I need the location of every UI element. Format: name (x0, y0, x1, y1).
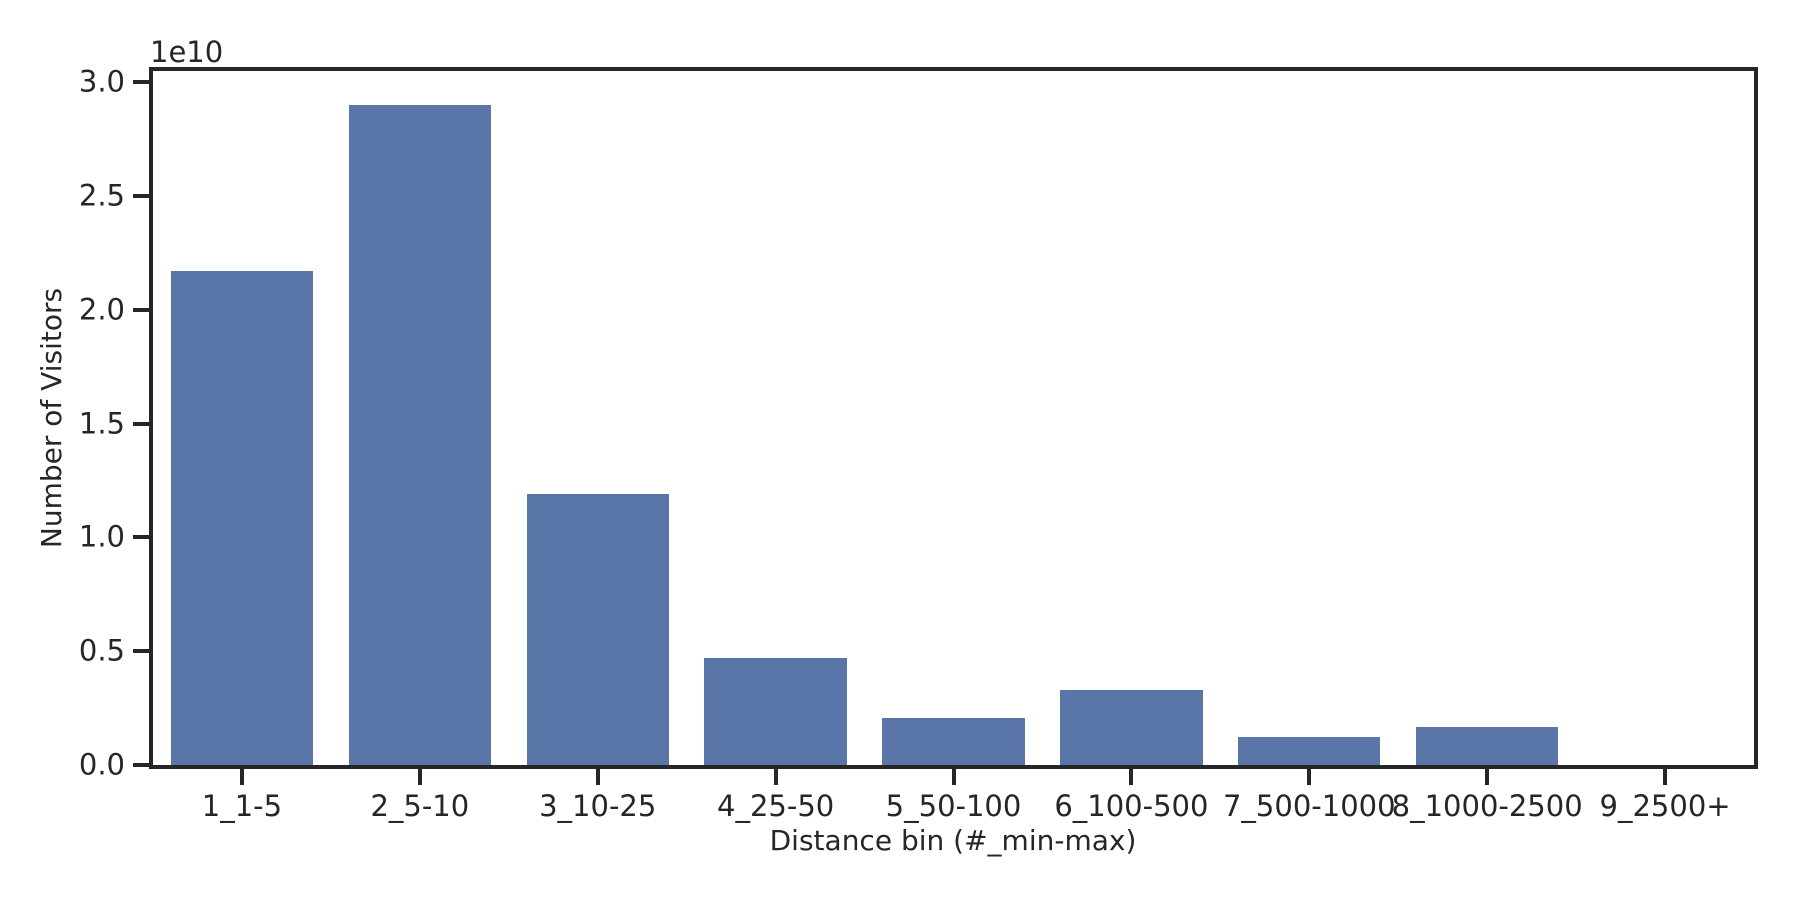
y-axis-tick (133, 763, 149, 767)
x-tick-label: 6_100-500 (1054, 789, 1209, 823)
y-tick-label: 2.0 (78, 292, 125, 327)
y-axis-tick (133, 421, 149, 426)
x-tick-label: 2_5-10 (370, 789, 470, 823)
bar-2_5-10 (348, 105, 491, 765)
x-axis-tick (1663, 769, 1668, 785)
bar-4_25-50 (704, 658, 847, 765)
y-axis-tick (133, 80, 149, 85)
y-axis-offset-text: 1e10 (150, 35, 224, 69)
bar-8_1000-2500 (1416, 727, 1559, 765)
bar-3_10-25 (526, 494, 669, 765)
x-axis-tick (239, 769, 244, 785)
x-tick-label: 3_10-25 (539, 789, 657, 823)
x-tick-label: 1_1-5 (201, 789, 283, 823)
x-axis-tick (1129, 769, 1134, 785)
x-axis-tick (595, 769, 600, 785)
y-axis-tick (133, 535, 149, 540)
x-axis-label: Distance bin (#_min-max) (769, 824, 1137, 857)
y-tick-label: 0.5 (78, 633, 125, 668)
bar-6_100-500 (1060, 689, 1203, 765)
x-tick-label: 7_500-1000 (1222, 789, 1396, 823)
y-tick-label: 0.0 (78, 747, 125, 782)
x-tick-label: 5_50-100 (885, 789, 1022, 823)
y-tick-label: 3.0 (78, 64, 125, 99)
y-axis-label: Number of Visitors (35, 287, 68, 549)
bar-7_500-1000 (1238, 736, 1381, 765)
bar-5_50-100 (882, 718, 1025, 765)
x-tick-label: 4_25-50 (717, 789, 835, 823)
y-axis-tick (133, 649, 149, 654)
x-axis-tick (1485, 769, 1490, 785)
y-tick-label: 1.0 (78, 519, 125, 554)
y-tick-label: 2.5 (78, 178, 125, 213)
y-tick-label: 1.5 (78, 406, 125, 441)
y-axis-tick (133, 307, 149, 312)
y-axis-tick (133, 194, 149, 199)
x-tick-label: 8_1000-2500 (1391, 789, 1583, 823)
x-tick-label: 9_2500+ (1599, 789, 1731, 823)
bar-1_1-5 (170, 271, 314, 765)
x-axis-tick (417, 769, 422, 785)
plot-area: 0.0 0.5 1.0 1.5 2.0 2.5 3.0 1_1-5 2_5-10 3_10-25 4… (79, 67, 1758, 823)
x-axis-tick (951, 769, 956, 785)
x-axis-tick (773, 769, 778, 785)
x-axis-tick (1307, 769, 1312, 785)
